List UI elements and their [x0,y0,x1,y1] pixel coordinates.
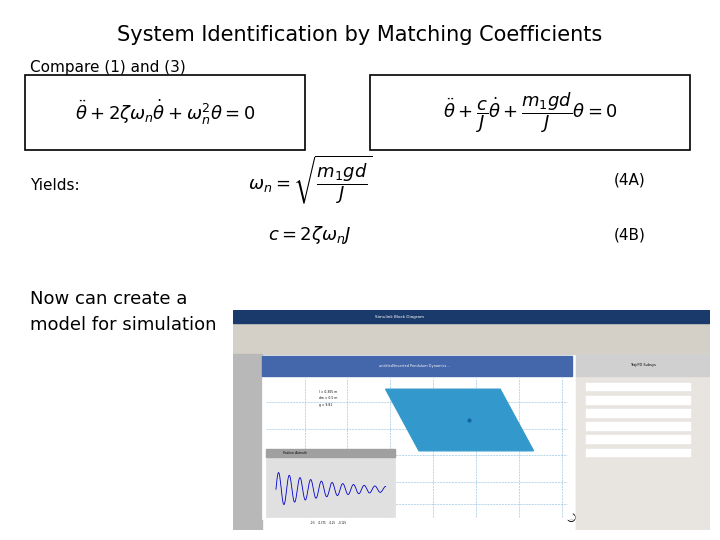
Bar [577,447,710,530]
Bar [370,75,690,150]
Bar [233,310,710,323]
Text: Simulink Block Diagram: Simulink Block Diagram [375,315,425,319]
Text: (4A): (4A) [614,172,646,187]
Text: l = 0.305 m: l = 0.305 m [319,389,337,394]
Bar [25,75,305,150]
Bar [586,396,691,404]
Bar [586,422,691,431]
Bar [577,354,710,530]
Bar [586,449,691,457]
Text: g = 9.81: g = 9.81 [319,403,332,407]
Bar [586,383,691,391]
Text: $c = 2\zeta\omega_n J$: $c = 2\zeta\omega_n J$ [269,224,352,246]
Bar [586,435,691,444]
Bar [266,451,395,517]
Text: (4B): (4B) [614,227,646,242]
Text: Yields:: Yields: [30,178,80,192]
Text: $\ddot{\theta} + 2\zeta\omega_n\dot{\theta} + \omega_n^2\theta = 0$: $\ddot{\theta} + 2\zeta\omega_n\dot{\the… [75,98,256,127]
Text: © Copyright Paul Oh: © Copyright Paul Oh [565,512,695,525]
Text: Now can create a
model for simulation: Now can create a model for simulation [30,290,217,334]
Text: untitled/Inverted Pendulum Dynamics...: untitled/Inverted Pendulum Dynamics... [379,364,449,368]
Text: Position: Azimuth: Position: Azimuth [283,451,307,455]
Bar [261,356,572,376]
Text: System Identification by Matching Coefficients: System Identification by Matching Coeffi… [117,25,603,45]
Text: dm = 0.5 m: dm = 0.5 m [319,396,337,400]
Bar [233,354,261,530]
Polygon shape [386,389,534,451]
Bar [577,354,710,376]
Text: $\ddot{\theta} + \dfrac{c}{J}\dot{\theta} + \dfrac{m_1 g d}{J}\theta = 0$: $\ddot{\theta} + \dfrac{c}{J}\dot{\theta… [443,90,617,135]
Bar [233,339,710,354]
Text: -0.5    -0.375    -0.25    -0.125: -0.5 -0.375 -0.25 -0.125 [310,522,346,525]
Bar [586,409,691,418]
Text: $\omega_n = \sqrt{\dfrac{m_1 g d}{J}}$: $\omega_n = \sqrt{\dfrac{m_1 g d}{J}}$ [248,154,372,206]
Bar [266,449,395,457]
Text: Compare (1) and (3): Compare (1) and (3) [30,60,186,75]
Text: Traj/PD Subsys: Traj/PD Subsys [630,363,656,367]
Bar [261,356,572,519]
Bar [233,323,710,339]
